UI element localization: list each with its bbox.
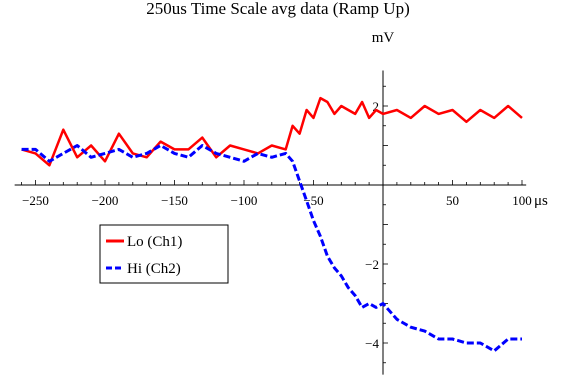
x-tick-label: −150: [161, 193, 188, 208]
legend-label-hi-ch2: Hi (Ch2): [127, 261, 181, 277]
x-tick-label: −100: [231, 193, 258, 208]
series-line-hi-ch2: [21, 144, 522, 353]
y-axis-label: mV: [372, 30, 395, 46]
series-layer: [21, 96, 523, 353]
legend: Lo (Ch1) Hi (Ch2): [99, 224, 229, 284]
y-tick-label: −4: [365, 336, 379, 351]
tick-labels: −250 −200 −150 −100 −50 50 100 −4 −2 2: [22, 99, 532, 351]
y-tick-label: 2: [373, 99, 380, 114]
axes: [14, 70, 527, 375]
x-axis-label: μs: [534, 193, 548, 209]
x-tick-label: −50: [303, 193, 323, 208]
series-line-lo-ch1: [21, 96, 523, 167]
legend-frame: [99, 224, 229, 284]
x-tick-label: 50: [446, 193, 459, 208]
y-tick-label: −2: [365, 257, 379, 272]
chart-title: 250us Time Scale avg data (Ramp Up): [146, 0, 409, 18]
x-tick-label: 100: [512, 193, 532, 208]
legend-label-lo-ch1: Lo (Ch1): [127, 234, 182, 250]
x-tick-label: −200: [92, 193, 119, 208]
x-tick-label: −250: [22, 193, 49, 208]
